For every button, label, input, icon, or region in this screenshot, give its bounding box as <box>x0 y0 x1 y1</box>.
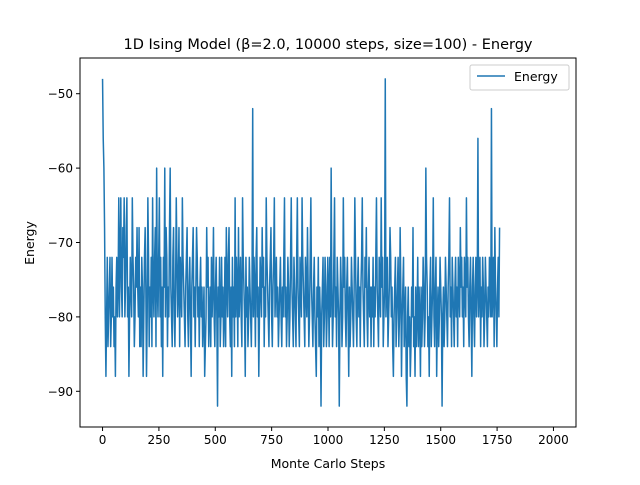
y-tick-label--50: −50 <box>48 87 73 101</box>
x-tick-label-0: 0 <box>99 433 107 447</box>
axes-frame <box>79 57 577 428</box>
x-tick-label-2000: 2000 <box>538 433 569 447</box>
x-tick-label-1500: 1500 <box>425 433 456 447</box>
y-tick-label--60: −60 <box>48 162 73 176</box>
x-tick-label-1750: 1750 <box>482 433 513 447</box>
x-tick-label-250: 250 <box>147 433 170 447</box>
legend-label-energy: Energy <box>514 69 558 84</box>
x-axis: 0 250 500 750 1000 1250 1500 1750 2000 <box>99 427 569 447</box>
x-tick-label-1000: 1000 <box>313 433 344 447</box>
chart-title: 1D Ising Model (β=2.0, 10000 steps, size… <box>123 37 532 53</box>
legend: Energy <box>469 64 570 91</box>
y-axis-label: Energy <box>22 221 37 265</box>
x-tick-label-750: 750 <box>260 433 283 447</box>
x-tick-label-1250: 1250 <box>369 433 400 447</box>
y-tick-label--80: −80 <box>48 310 73 324</box>
plot-area <box>101 78 501 407</box>
legend-box <box>469 64 570 91</box>
series-line-energy <box>101 78 501 407</box>
y-tick-label--90: −90 <box>48 385 73 399</box>
y-tick-label--70: −70 <box>48 236 73 250</box>
x-tick-label-500: 500 <box>204 433 227 447</box>
x-axis-label: Monte Carlo Steps <box>271 456 386 471</box>
y-axis: −90 −80 −70 −60 −50 <box>48 87 80 399</box>
